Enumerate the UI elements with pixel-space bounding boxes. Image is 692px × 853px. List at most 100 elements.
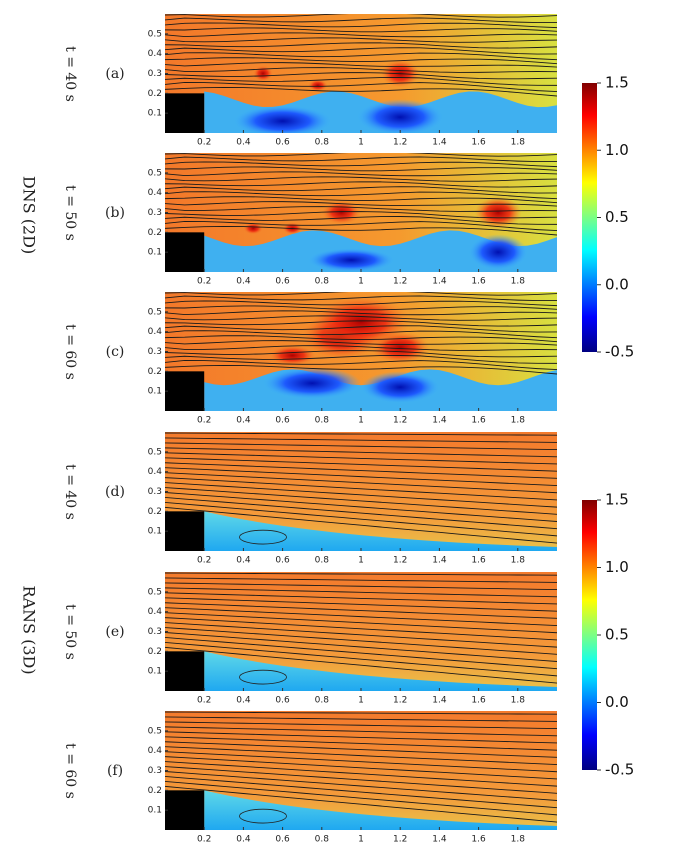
blue-region [263, 367, 361, 400]
recirculation [239, 529, 287, 545]
x-tick-label: 1.6 [471, 416, 486, 426]
x-tick-label: 1.2 [393, 277, 407, 287]
streamline [165, 432, 557, 436]
x-tick-label: 0.2 [197, 696, 211, 706]
x-tick-label: 0.6 [275, 277, 290, 287]
field [165, 14, 557, 133]
time-label: t = 40 s [62, 46, 78, 102]
streamline [165, 196, 557, 204]
x-tick-label: 1.8 [511, 277, 526, 287]
streamline [165, 340, 557, 346]
panel-label: (c) [106, 344, 125, 360]
streamline [165, 627, 557, 655]
x-tick-label: 1.4 [432, 138, 447, 148]
blue-region [357, 99, 444, 133]
streamline [165, 225, 557, 236]
y-tick-label: 0.3 [148, 347, 162, 357]
streamline [165, 731, 557, 744]
streamline [165, 467, 557, 486]
x-tick-label: 1.2 [393, 138, 407, 148]
x-tick-label: 1 [358, 138, 364, 148]
streamline [165, 186, 557, 194]
group-label: DNS (2D) [20, 176, 39, 254]
streamline [165, 641, 557, 677]
low-region [204, 511, 557, 551]
x-tick-label: 0.6 [275, 696, 290, 706]
x-tick-label: 0.2 [197, 277, 211, 287]
x-tick-label: 1.4 [432, 277, 447, 287]
streamline [165, 587, 557, 598]
streamline [165, 166, 557, 172]
panel: 0.2 0.4 0.6 0.8 1 1.2 1.4 1.6 1.8 0.1 0.2 0.3 0.4 0.5… [62, 432, 557, 566]
colorbar-tick-label: 1.5 [605, 74, 629, 92]
y-tick-label: 0.1 [148, 527, 162, 537]
panel-label: (a) [105, 66, 124, 82]
streamline [165, 741, 557, 758]
streamline [165, 191, 557, 200]
y-tick-label: 0.1 [148, 387, 162, 397]
streamline [165, 577, 557, 583]
streamline [165, 335, 557, 343]
streamline [165, 42, 557, 49]
field [165, 572, 557, 691]
streamline [165, 780, 557, 816]
step-block [165, 790, 205, 830]
y-tick-label: 0.4 [148, 746, 163, 756]
x-tick-label: 1 [358, 696, 364, 706]
streamline [165, 359, 557, 371]
x-tick-label: 1.6 [471, 556, 486, 566]
x-tick-label: 1.2 [393, 416, 407, 426]
streamline [165, 14, 557, 18]
panel-label: (d) [105, 484, 125, 500]
streamline [165, 22, 557, 29]
y-tick-label: 0.1 [148, 806, 162, 816]
panel: 0.2 0.4 0.6 0.8 1 1.2 1.4 1.6 1.8 0.1 0.2 0.3 0.4 0.5… [62, 14, 557, 148]
step-block [165, 651, 205, 691]
x-tick-label: 0.4 [236, 696, 251, 706]
panel: 0.2 0.4 0.6 0.8 1 1.2 1.4 1.6 1.8 0.1 0.2 0.3 0.4 0.5… [62, 711, 557, 845]
colorbar-tick-label: 1.0 [605, 141, 629, 159]
y-tick-label: 0.1 [148, 109, 162, 119]
x-tick-label: 0.6 [275, 416, 290, 426]
streamline [165, 487, 557, 515]
time-label: t = 50 s [62, 185, 78, 241]
colorbar-tick-label: 0.5 [605, 626, 629, 644]
streamline [165, 206, 557, 212]
y-tick-label: 0.3 [148, 487, 162, 497]
x-tick-label: 0.8 [315, 835, 330, 845]
panel-label: (b) [105, 205, 125, 221]
streamline [165, 81, 557, 93]
streamline [165, 77, 557, 86]
panel: 0.2 0.4 0.6 0.8 1 1.2 1.4 1.6 1.8 0.1 0.2 0.3 0.4 0.5… [62, 292, 557, 426]
colorbar [582, 500, 597, 770]
blue-region [233, 105, 332, 133]
colorbar-tick-label: 0.0 [605, 275, 629, 293]
x-tick-label: 1 [358, 416, 364, 426]
streamline [165, 751, 557, 773]
streamline [165, 637, 557, 670]
streamline [165, 501, 557, 537]
x-tick-label: 0.8 [315, 416, 330, 426]
streamline [165, 52, 557, 61]
streamline [165, 300, 557, 307]
colorbar-tick-label: 0.5 [605, 208, 629, 226]
y-tick-label: 0.3 [148, 627, 162, 637]
blue-region [361, 371, 440, 404]
colorbar-tick-label: -0.5 [605, 343, 634, 361]
colorbar-tick-label: 1.5 [605, 491, 629, 509]
x-tick-label: 0.4 [236, 277, 251, 287]
step-block [165, 511, 205, 551]
streamline [165, 67, 557, 73]
streamline [165, 156, 557, 162]
y-tick-label: 0.2 [148, 89, 162, 99]
low-region [204, 651, 557, 691]
panel: 0.2 0.4 0.6 0.8 1 1.2 1.4 1.6 1.8 0.1 0.2 0.3 0.4 0.5… [62, 572, 557, 706]
x-tick-label: 1.6 [471, 835, 486, 845]
step-block [165, 93, 205, 133]
streamline [165, 345, 557, 351]
streamline [165, 771, 557, 801]
streamline [165, 315, 557, 321]
x-tick-label: 1.8 [511, 138, 526, 148]
time-label: t = 60 s [62, 743, 78, 799]
